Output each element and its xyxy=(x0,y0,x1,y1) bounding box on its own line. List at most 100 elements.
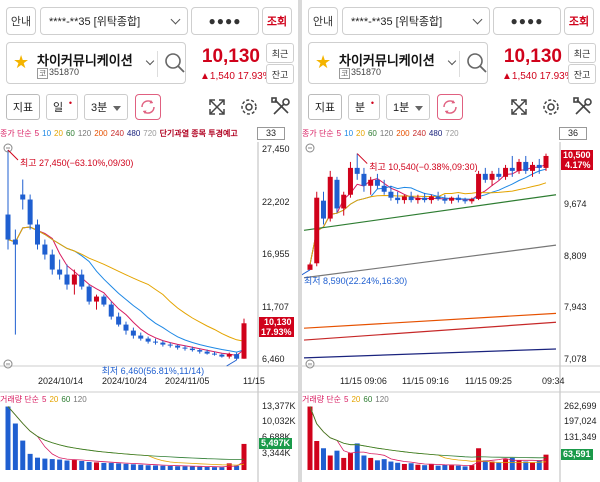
candle xyxy=(42,239,48,260)
right-panel: 안내 ****-**35 [위탁종합] ●●●● 조회 ★ 차이커뮤니케이션 코 351870… xyxy=(302,0,600,482)
ma-legend[interactable]: 종가 단순 5 10 20 60 120 200 240 480 720 단기과열 종목 투경예고 xyxy=(0,128,241,140)
refresh-button[interactable] xyxy=(135,94,161,120)
star-icon[interactable]: ★ xyxy=(315,52,332,72)
candle xyxy=(182,345,188,351)
candle xyxy=(57,259,63,280)
volume-tick-label: 13,377K xyxy=(262,400,296,411)
candle xyxy=(496,167,502,180)
ma-legend-item: 10 xyxy=(344,129,354,138)
visible-bars-count[interactable]: 33 xyxy=(257,127,285,140)
volume-bar xyxy=(189,466,195,470)
candle xyxy=(503,164,509,180)
tools-icon[interactable] xyxy=(270,96,292,118)
ma-legend-item: 5 xyxy=(34,129,40,138)
zoom-icon[interactable] xyxy=(3,359,13,369)
price-change: ▲1,540 17.93% xyxy=(200,71,272,82)
volume-bar xyxy=(234,465,240,470)
search-icon[interactable] xyxy=(465,51,489,75)
current-price: 10,130 xyxy=(201,46,260,67)
candle xyxy=(388,185,394,201)
candle xyxy=(516,158,522,174)
divider xyxy=(157,51,158,77)
balance-button[interactable]: 잔고 xyxy=(266,64,294,84)
candle xyxy=(469,197,475,204)
recent-button[interactable]: 최근 xyxy=(568,43,596,63)
volume-legend-item: 20 xyxy=(49,395,59,404)
candle xyxy=(408,191,414,203)
volume-bar xyxy=(388,461,394,470)
volume-bar xyxy=(368,457,374,470)
account-select[interactable]: ****-**35 [위탁종합] xyxy=(40,7,188,35)
volume-ma-20-line xyxy=(7,406,245,466)
recent-button[interactable]: 최근 xyxy=(266,43,294,63)
volume-bar xyxy=(12,423,18,470)
ma60-line xyxy=(303,194,557,231)
period-select[interactable]: 일 • xyxy=(46,94,78,120)
gear-icon[interactable] xyxy=(238,96,260,118)
ma-20-line xyxy=(309,182,547,265)
balance-button[interactable]: 잔고 xyxy=(568,64,596,84)
tools-icon[interactable] xyxy=(572,96,594,118)
current-price: 10,130 xyxy=(503,46,562,67)
star-icon[interactable]: ★ xyxy=(13,52,30,72)
high-price-annotation: 최고 27,450(−63.10%,09/30) xyxy=(20,158,134,168)
visible-bars-count[interactable]: 36 xyxy=(559,127,587,140)
y-tick-label: 6,460 xyxy=(262,354,285,364)
zoom-icon[interactable] xyxy=(305,143,315,153)
volume-bar xyxy=(5,406,11,470)
expand-icon[interactable] xyxy=(508,96,530,118)
stock-selector[interactable]: ★ 차이커뮤니케이션 코 351870 xyxy=(308,42,488,84)
candle xyxy=(5,150,11,250)
account-select[interactable]: ****-**35 [위탁종합] xyxy=(342,7,490,35)
gear-icon[interactable] xyxy=(540,96,562,118)
volume-bar xyxy=(516,460,522,470)
info-button[interactable]: 안내 xyxy=(308,7,338,35)
volume-legend[interactable]: 거래량 단순 5 20 60 120 xyxy=(302,394,392,405)
volume-bar xyxy=(86,461,92,470)
stock-selector[interactable]: ★ 차이커뮤니케이션 코 351870 xyxy=(6,42,186,84)
inquiry-button[interactable]: 조회 xyxy=(262,7,292,35)
volume-legend-item: 60 xyxy=(363,395,373,404)
indicator-button[interactable]: 지표 xyxy=(6,94,40,120)
zoom-icon[interactable] xyxy=(305,359,315,369)
price-chart[interactable] xyxy=(302,142,600,482)
candle xyxy=(361,167,367,192)
chevron-down-icon xyxy=(145,56,155,66)
dot-icon: • xyxy=(370,98,374,108)
period-select[interactable]: 분 • xyxy=(348,94,380,120)
password-field[interactable]: ●●●● xyxy=(191,7,259,35)
volume-bar xyxy=(241,443,247,470)
expand-icon[interactable] xyxy=(206,96,228,118)
ma-legend-prefix: 종가 단순 xyxy=(302,129,334,138)
inquiry-button[interactable]: 조회 xyxy=(564,7,594,35)
period-label: 일 xyxy=(53,102,64,114)
current-volume-tag: 63,591 xyxy=(561,448,593,460)
volume-bar xyxy=(536,460,542,470)
volume-bar xyxy=(354,443,360,470)
search-icon[interactable] xyxy=(163,51,187,75)
interval-select[interactable]: 1분 xyxy=(386,94,430,120)
dot-icon: • xyxy=(68,98,72,108)
candle xyxy=(476,170,482,201)
volume-bar xyxy=(123,463,129,470)
volume-bar xyxy=(462,466,468,470)
interval-select[interactable]: 3분 xyxy=(84,94,128,120)
ma-legend-item: 480 xyxy=(428,129,443,138)
ma-legend-item: 5 xyxy=(336,129,342,138)
refresh-button[interactable] xyxy=(437,94,463,120)
info-button[interactable]: 안내 xyxy=(6,7,36,35)
high-pointer xyxy=(7,149,19,161)
price-chart[interactable] xyxy=(0,142,298,482)
stock-code: 351870 xyxy=(351,67,382,77)
ma-legend[interactable]: 종가 단순 5 10 20 60 120 200 240 480 720 xyxy=(302,128,462,140)
chart-toolbar: 지표 분 • 1분 xyxy=(302,94,600,124)
indicator-button[interactable]: 지표 xyxy=(308,94,342,120)
candle xyxy=(415,194,421,204)
top-bar: 안내 ****-**35 [위탁종합] ●●●● 조회 xyxy=(0,7,298,37)
candle xyxy=(101,294,107,307)
password-field[interactable]: ●●●● xyxy=(493,7,561,35)
caret-down-icon xyxy=(415,106,423,111)
zoom-icon[interactable] xyxy=(3,143,13,153)
volume-legend[interactable]: 거래량 단순 5 20 60 120 xyxy=(0,394,90,405)
volume-bar xyxy=(422,465,428,470)
